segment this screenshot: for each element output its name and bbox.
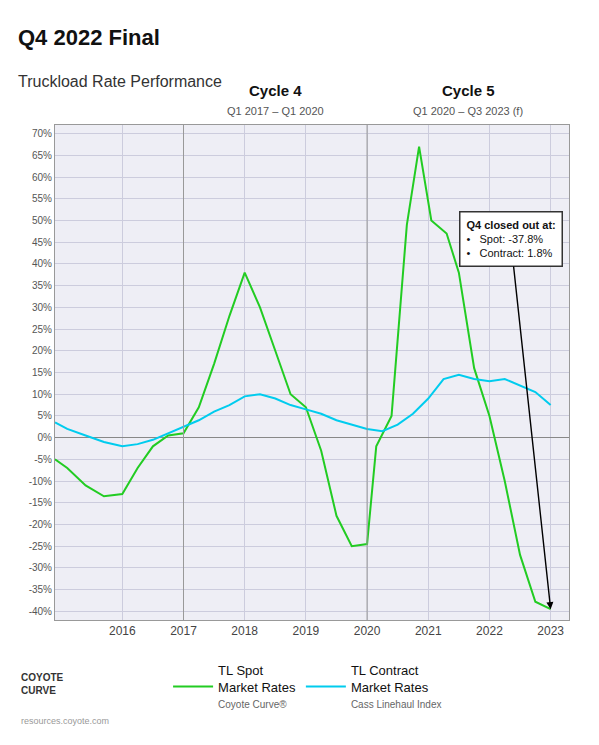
svg-text:2023: 2023 (537, 624, 564, 638)
svg-text:-40%: -40% (29, 606, 52, 617)
svg-text:Cycle 4: Cycle 4 (249, 82, 302, 99)
svg-text:45%: 45% (32, 237, 52, 248)
svg-text:TL SpotMarket RatesCoyote Curv: TL SpotMarket RatesCoyote Curve® (218, 663, 296, 711)
svg-text:Q1 2017 – Q1 2020: Q1 2017 – Q1 2020 (227, 105, 324, 117)
svg-text:-15%: -15% (29, 497, 52, 508)
svg-text:55%: 55% (32, 193, 52, 204)
svg-text:70%: 70% (32, 128, 52, 139)
svg-text:Truckload Rate Performance: Truckload Rate Performance (18, 73, 222, 90)
svg-text:15%: 15% (32, 367, 52, 378)
svg-text:2019: 2019 (293, 624, 320, 638)
svg-text:-5%: -5% (34, 454, 52, 465)
svg-text:60%: 60% (32, 172, 52, 183)
svg-text:2021: 2021 (415, 624, 442, 638)
svg-text:35%: 35% (32, 280, 52, 291)
svg-text:10%: 10% (32, 389, 52, 400)
svg-text:25%: 25% (32, 324, 52, 335)
svg-text:65%: 65% (32, 150, 52, 161)
svg-text:COYOTECURVE: COYOTECURVE (21, 672, 64, 696)
svg-text:Q1 2020 – Q3 2023 (f): Q1 2020 – Q3 2023 (f) (413, 105, 523, 117)
svg-text:resources.coyote.com: resources.coyote.com (21, 716, 109, 726)
svg-text:2017: 2017 (170, 624, 197, 638)
svg-text:40%: 40% (32, 258, 52, 269)
svg-text:TL ContractMarket RatesCass Li: TL ContractMarket RatesCass Linehaul Ind… (351, 663, 442, 711)
svg-text:2020: 2020 (354, 624, 381, 638)
svg-text:Q4 2022 Final: Q4 2022 Final (18, 25, 160, 50)
svg-text:2018: 2018 (231, 624, 258, 638)
svg-text:Q4 closed out at:• Spot: -37: Q4 closed out at:• Spot: -37.8%• Contrac… (467, 219, 556, 260)
svg-text:-20%: -20% (29, 519, 52, 530)
svg-text:50%: 50% (32, 215, 52, 226)
svg-text:2022: 2022 (476, 624, 503, 638)
svg-text:0%: 0% (38, 432, 53, 443)
svg-text:-30%: -30% (29, 562, 52, 573)
svg-text:-10%: -10% (29, 476, 52, 487)
svg-text:20%: 20% (32, 345, 52, 356)
svg-text:-35%: -35% (29, 584, 52, 595)
svg-text:Cycle 5: Cycle 5 (442, 82, 495, 99)
svg-text:5%: 5% (38, 410, 53, 421)
svg-text:30%: 30% (32, 302, 52, 313)
svg-text:2016: 2016 (109, 624, 136, 638)
svg-text:-25%: -25% (29, 541, 52, 552)
